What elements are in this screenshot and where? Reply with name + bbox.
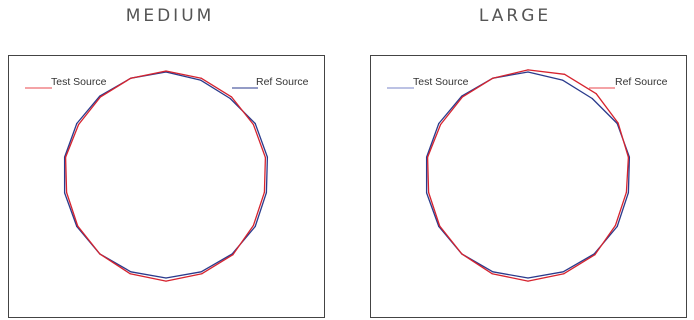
legend-label-ref: Ref Source: [256, 76, 309, 88]
data-point-test-source-180: [527, 280, 529, 282]
data-point-test-source-220: [461, 253, 463, 255]
chart-frame: [370, 55, 687, 318]
data-point-test-source-320: [461, 96, 464, 98]
data-point-test-source-220: [99, 253, 101, 255]
data-point-ref-source-180: [165, 277, 167, 279]
data-point-ref-source-20: [561, 79, 564, 81]
data-point-ref-source-200: [130, 271, 132, 273]
data-point-test-source-320: [99, 96, 102, 98]
data-point-test-source-80: [264, 156, 266, 159]
data-point-ref-source-160: [562, 271, 564, 273]
data-point-ref-source-80: [628, 156, 630, 158]
data-point-test-source-200: [129, 273, 131, 275]
data-point-ref-source-100: [265, 192, 267, 194]
data-point-test-source-60: [252, 123, 254, 126]
data-point-ref-source-120: [254, 225, 256, 228]
data-point-test-source-260: [66, 191, 68, 194]
data-point-test-source-40: [230, 96, 233, 98]
legend-label-test: Test Source: [51, 76, 107, 88]
chart-frame: [8, 55, 325, 318]
data-point-test-source-100: [625, 191, 627, 193]
data-point-test-source-200: [491, 273, 493, 275]
data-point-ref-source-280: [426, 156, 428, 158]
data-point-ref-source-40: [591, 97, 593, 100]
data-point-ref-source-260: [64, 192, 66, 194]
data-point-test-source-140: [594, 254, 596, 256]
data-point-ref-source-100: [627, 192, 629, 194]
legend-label-test: Test Source: [413, 76, 469, 88]
data-point-ref-source-20: [199, 79, 202, 81]
data-point-test-source-260: [428, 191, 430, 194]
data-point-test-source-120: [252, 224, 254, 227]
chart-title-large: LARGE: [478, 6, 552, 26]
data-point-ref-source-260: [426, 192, 428, 194]
data-point-test-source-300: [78, 123, 80, 126]
data-point-test-source-340: [492, 77, 494, 79]
data-point-test-source-240: [77, 225, 79, 227]
plot-area: [63, 70, 269, 282]
data-point-test-source-140: [232, 254, 234, 256]
data-point-test-source-60: [617, 122, 619, 124]
data-point-ref-source-120: [616, 225, 618, 228]
data-point-test-source-20: [200, 77, 202, 79]
data-point-test-source-0: [165, 70, 167, 72]
data-point-test-source-80: [627, 156, 629, 158]
data-point-ref-source-60: [254, 122, 256, 125]
polar-chart-large: Test Source Ref Source: [370, 55, 687, 318]
data-point-test-source-160: [563, 273, 565, 275]
data-point-test-source-100: [263, 191, 265, 193]
plot-area: [425, 69, 631, 282]
data-point-test-source-240: [439, 225, 441, 227]
data-point-ref-source-300: [438, 122, 440, 125]
data-point-test-source-180: [165, 280, 167, 282]
data-point-ref-source-160: [200, 271, 202, 273]
data-point-test-source-340: [130, 77, 132, 79]
data-point-ref-source-280: [64, 156, 66, 158]
data-point-test-source-40: [595, 93, 597, 95]
data-point-test-source-0: [527, 69, 529, 71]
data-point-ref-source-40: [229, 97, 231, 100]
legend-label-ref: Ref Source: [615, 76, 668, 88]
polar-chart-medium: Test Source Ref Source: [8, 55, 325, 318]
data-point-test-source-300: [440, 123, 442, 126]
data-point-ref-source-0: [527, 71, 529, 73]
data-point-test-source-160: [201, 273, 203, 275]
data-point-ref-source-300: [76, 122, 78, 125]
data-point-test-source-120: [614, 224, 616, 227]
data-point-ref-source-180: [527, 277, 529, 279]
data-point-test-source-20: [564, 73, 566, 75]
chart-title-medium: MEDIUM: [125, 6, 215, 26]
data-point-test-source-280: [65, 156, 67, 158]
data-point-test-source-280: [427, 156, 429, 158]
data-point-ref-source-80: [266, 156, 268, 158]
data-point-ref-source-200: [492, 271, 494, 273]
